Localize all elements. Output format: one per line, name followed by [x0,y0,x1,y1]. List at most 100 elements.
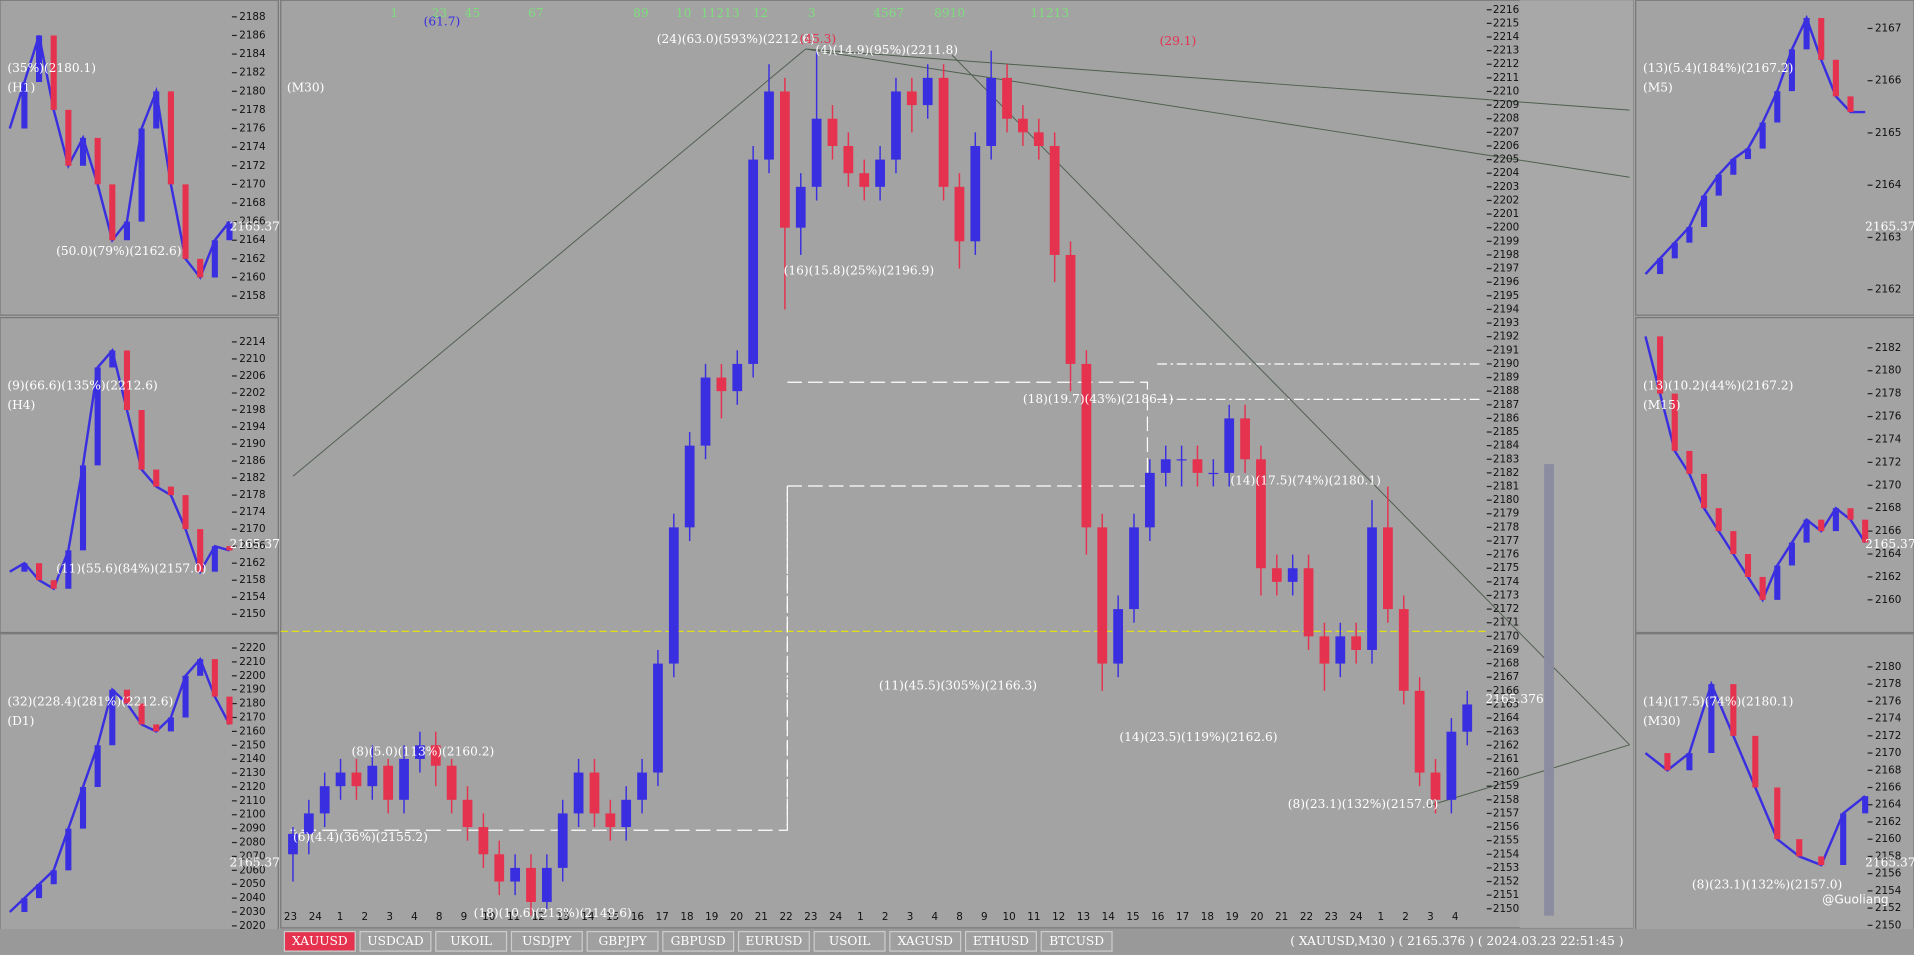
symbol-tab-label[interactable]: USDCAD [367,934,424,948]
time-label: 21 [755,911,768,923]
time-label: 2 [882,911,889,923]
price-tick-label: 2198 [1493,249,1519,261]
price-tick-label: 2159 [1493,780,1519,792]
last-price: 2165.37 [229,856,279,870]
price-tick-label: 2150 [239,739,265,751]
price-tick-label: 2156 [1875,868,1901,880]
candle-body [1271,568,1282,582]
symbol-tab-label[interactable]: EURUSD [746,934,803,948]
time-label: 9 [981,911,988,923]
price-tick-label: 2162 [1493,739,1519,751]
price-tick-label: 2176 [1875,411,1901,423]
candle-body [1351,636,1362,650]
price-tick-label: 2177 [1493,535,1519,547]
price-tick-label: 2170 [1875,747,1901,759]
price-tick-label: 2150 [239,608,265,620]
last-price: 2165.37 [1865,219,1914,233]
symbol-tab[interactable] [359,930,432,952]
candle-body [1002,77,1012,119]
symbol-tab[interactable] [435,930,508,952]
price-tick-label: 2182 [239,472,265,484]
symbol-tab-label[interactable]: ETHUSD [973,934,1029,948]
symbol-tab-label[interactable]: USDJPY [522,934,572,948]
time-label: 24 [829,911,843,923]
candle-body [1192,459,1203,473]
symbol-tab[interactable] [889,930,962,952]
price-tick-label: 2167 [1875,22,1901,34]
count-label: 8910 [934,6,965,20]
price-tick-label: 2195 [1493,290,1519,302]
symbol-tab[interactable] [283,930,356,952]
symbol-tab[interactable] [586,930,659,952]
timeframe-label: (M15) [1643,398,1681,412]
price-tick-label: 2184 [1493,440,1520,452]
price-path [8,656,231,913]
price-tick-label: 2100 [239,809,265,821]
time-label: 10 [1003,911,1016,923]
symbol-tab[interactable] [1040,930,1113,952]
price-tick-label: 2167 [1493,671,1519,683]
candle-body [1144,472,1155,528]
price-tick-label: 2180 [1875,365,1901,377]
price-tick-label: 2200 [1493,222,1519,234]
symbol-tab-label[interactable]: GBPUSD [671,934,726,948]
annotation: (11)(45.5)(305%)(2166.3) [879,679,1037,693]
last-price: 2165.37 [229,537,279,551]
price-tick-label: 2166 [1493,685,1519,697]
time-label: 13 [556,911,569,923]
price-tick-label: 2176 [239,123,265,135]
last-price: 2165.37 [1865,537,1914,551]
price-tick-label: 2204 [1493,167,1520,179]
symbol-tab[interactable] [662,930,735,952]
price-tick-label: 2188 [239,11,265,23]
candle-body [970,145,981,242]
time-label: 15 [606,911,619,923]
candle-body [1160,459,1171,473]
timeframe-label: (H4) [7,398,35,412]
symbol-tab[interactable] [964,930,1037,952]
symbol-tab-label[interactable]: USOIL [829,934,871,948]
symbol-tab[interactable] [737,930,810,952]
symbol-tab-label[interactable]: GBPJPY [599,934,648,948]
price-tick-label: 2174 [1875,713,1902,725]
price-tick-label: 2187 [1493,399,1519,411]
price-tick-label: 2180 [239,85,265,97]
status-text: ( XAUUSD,M30 ) ( 2165.376 ) ( 2024.03.23… [1290,934,1623,948]
price-tick-label: 2150 [1493,903,1519,915]
symbol-tab[interactable] [813,930,886,952]
candle-body [780,91,790,228]
price-tick-label: 2169 [1493,644,1519,656]
count-label: 12 [753,6,769,20]
symbol-tab-label[interactable]: BTCUSD [1049,934,1104,948]
price-tick-label: 2203 [1493,181,1519,193]
price-tick-label: 2182 [1493,467,1519,479]
candle-body [1303,568,1314,637]
time-label: 2 [1402,911,1409,923]
price-tick-label: 2186 [239,455,265,467]
price-tick-label: 2168 [1493,658,1519,670]
annotation: (32)(228.4)(281%)(2212.6) [7,695,173,709]
price-tick-label: 2157 [1493,807,1519,819]
annotation: (13)(5.4)(184%)(2167.2) [1643,61,1793,75]
time-label: 18 [680,911,693,923]
price-tick-label: 2212 [1493,58,1519,70]
price-tick-label: 2030 [239,906,265,918]
price-tick-label: 2214 [1493,31,1520,43]
price-tick-label: 2160 [1493,767,1519,779]
symbol-tab[interactable] [510,930,583,952]
side-panel [1635,0,1914,316]
symbol-tab-label[interactable]: XAGUSD [898,934,953,948]
annotation: (6)(4.4)(36%)(2155.2) [293,830,428,844]
symbol-tab-label[interactable]: UKOIL [450,934,492,948]
price-tick-label: 2155 [1493,835,1519,847]
price-tick-label: 2164 [1875,548,1902,560]
price-tick-label: 2168 [239,197,265,209]
price-tick-label: 2170 [1875,479,1901,491]
symbol-tab-label[interactable]: XAUUSD [292,934,348,948]
count-label: 10 [676,6,692,20]
price-tick-label: 2179 [1493,508,1519,520]
price-tick-label: 2170 [239,178,265,190]
price-tick-label: 2176 [1875,695,1901,707]
candle-body [1430,772,1441,800]
